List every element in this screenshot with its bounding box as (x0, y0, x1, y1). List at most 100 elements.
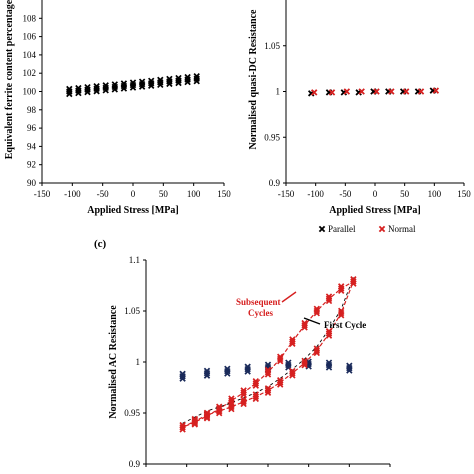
marker-stroke (325, 364, 333, 371)
marker-stroke (84, 88, 91, 96)
marker-stroke (373, 88, 380, 95)
data-point (111, 81, 119, 93)
data-point (432, 87, 440, 94)
marker-stroke (252, 393, 260, 400)
marker-stroke (166, 80, 173, 88)
y-tick-label: 0.9 (269, 178, 281, 188)
marker-stroke (102, 87, 109, 94)
data-point (84, 83, 91, 96)
x-tick-label: -50 (339, 189, 351, 199)
y-axis-label: Normalised AC Resistance (108, 305, 119, 419)
x-axis-label: Applied Stress [MPa] (329, 205, 420, 216)
marker-stroke (203, 372, 211, 379)
marker-stroke (328, 89, 336, 96)
data-point (337, 307, 345, 319)
marker-stroke (240, 391, 247, 399)
marker-stroke (228, 397, 235, 404)
x-tick-label: -100 (64, 189, 81, 199)
data-point (244, 363, 251, 375)
marker-stroke (350, 278, 357, 285)
marker-stroke (147, 82, 155, 89)
data-point (328, 89, 336, 96)
marker-stroke (179, 375, 186, 382)
marker-stroke (432, 87, 440, 94)
marker-stroke (184, 78, 191, 86)
data-point (66, 85, 73, 98)
data-point (350, 276, 357, 287)
marker-stroke (276, 357, 284, 365)
marker-stroke (325, 332, 333, 339)
data-point (147, 77, 155, 89)
data-point (346, 362, 353, 374)
data-point (264, 366, 272, 378)
marker-stroke (215, 407, 223, 415)
data-point (203, 367, 211, 379)
marker-stroke (318, 225, 326, 233)
y-tick-label: 98 (27, 105, 37, 115)
annotation-arrow (303, 317, 321, 325)
marker-stroke (179, 424, 186, 431)
data-point (215, 403, 223, 415)
marker-stroke (313, 307, 321, 315)
marker-stroke (179, 426, 186, 433)
marker-stroke (215, 405, 223, 413)
data-point (179, 370, 186, 382)
marker-stroke (224, 370, 231, 377)
marker-stroke (417, 88, 425, 95)
data-point (175, 74, 182, 87)
marker-stroke (301, 359, 308, 367)
marker-stroke (337, 287, 345, 294)
y-tick-label: 100 (23, 87, 37, 97)
data-point (313, 345, 321, 357)
data-point (193, 72, 200, 85)
marker-stroke (240, 389, 247, 396)
data-point (301, 357, 308, 369)
y-tick-label: 102 (23, 68, 37, 78)
data-point (252, 378, 260, 389)
x-tick-label: 100 (187, 189, 201, 199)
marker-stroke (325, 330, 333, 337)
marker-stroke (203, 415, 211, 422)
marker-stroke (402, 88, 410, 95)
marker-stroke (346, 367, 353, 374)
marker-stroke (93, 88, 100, 95)
data-point (179, 421, 186, 433)
marker-stroke (350, 280, 357, 287)
marker-stroke (252, 395, 260, 403)
marker-stroke (244, 368, 251, 375)
marker-stroke (203, 412, 211, 420)
data-point (228, 395, 235, 407)
x-tick-label: 0 (373, 189, 378, 199)
marker-stroke (313, 349, 321, 357)
legend-entry: Parallel (328, 224, 356, 234)
marker-stroke (310, 89, 318, 96)
data-point (310, 89, 318, 96)
marker-stroke (276, 355, 284, 363)
x-tick-label: 50 (400, 189, 410, 199)
y-axis-label: Equivalent ferrite content percentage (4, 0, 15, 159)
marker-stroke (305, 363, 312, 370)
data-point (325, 293, 333, 305)
marker-stroke (138, 83, 146, 90)
marker-stroke (191, 418, 199, 426)
x-tick-label: 50 (159, 189, 169, 199)
marker-stroke (191, 421, 199, 428)
marker-stroke (289, 338, 296, 345)
marker-stroke (358, 88, 365, 95)
marker-stroke (228, 405, 235, 413)
marker-stroke (276, 379, 284, 386)
marker-stroke (289, 372, 296, 379)
data-point (120, 80, 128, 92)
marker-stroke (240, 398, 247, 405)
marker-stroke (325, 297, 333, 305)
x-tick-label: -100 (307, 189, 324, 199)
data-point (337, 283, 345, 294)
data-point (240, 387, 247, 399)
data-point (289, 336, 296, 348)
marker-stroke (120, 85, 128, 92)
data-point (402, 88, 410, 95)
y-tick-label: 0.95 (264, 132, 280, 142)
marker-stroke (228, 399, 235, 407)
data-point (313, 305, 321, 317)
